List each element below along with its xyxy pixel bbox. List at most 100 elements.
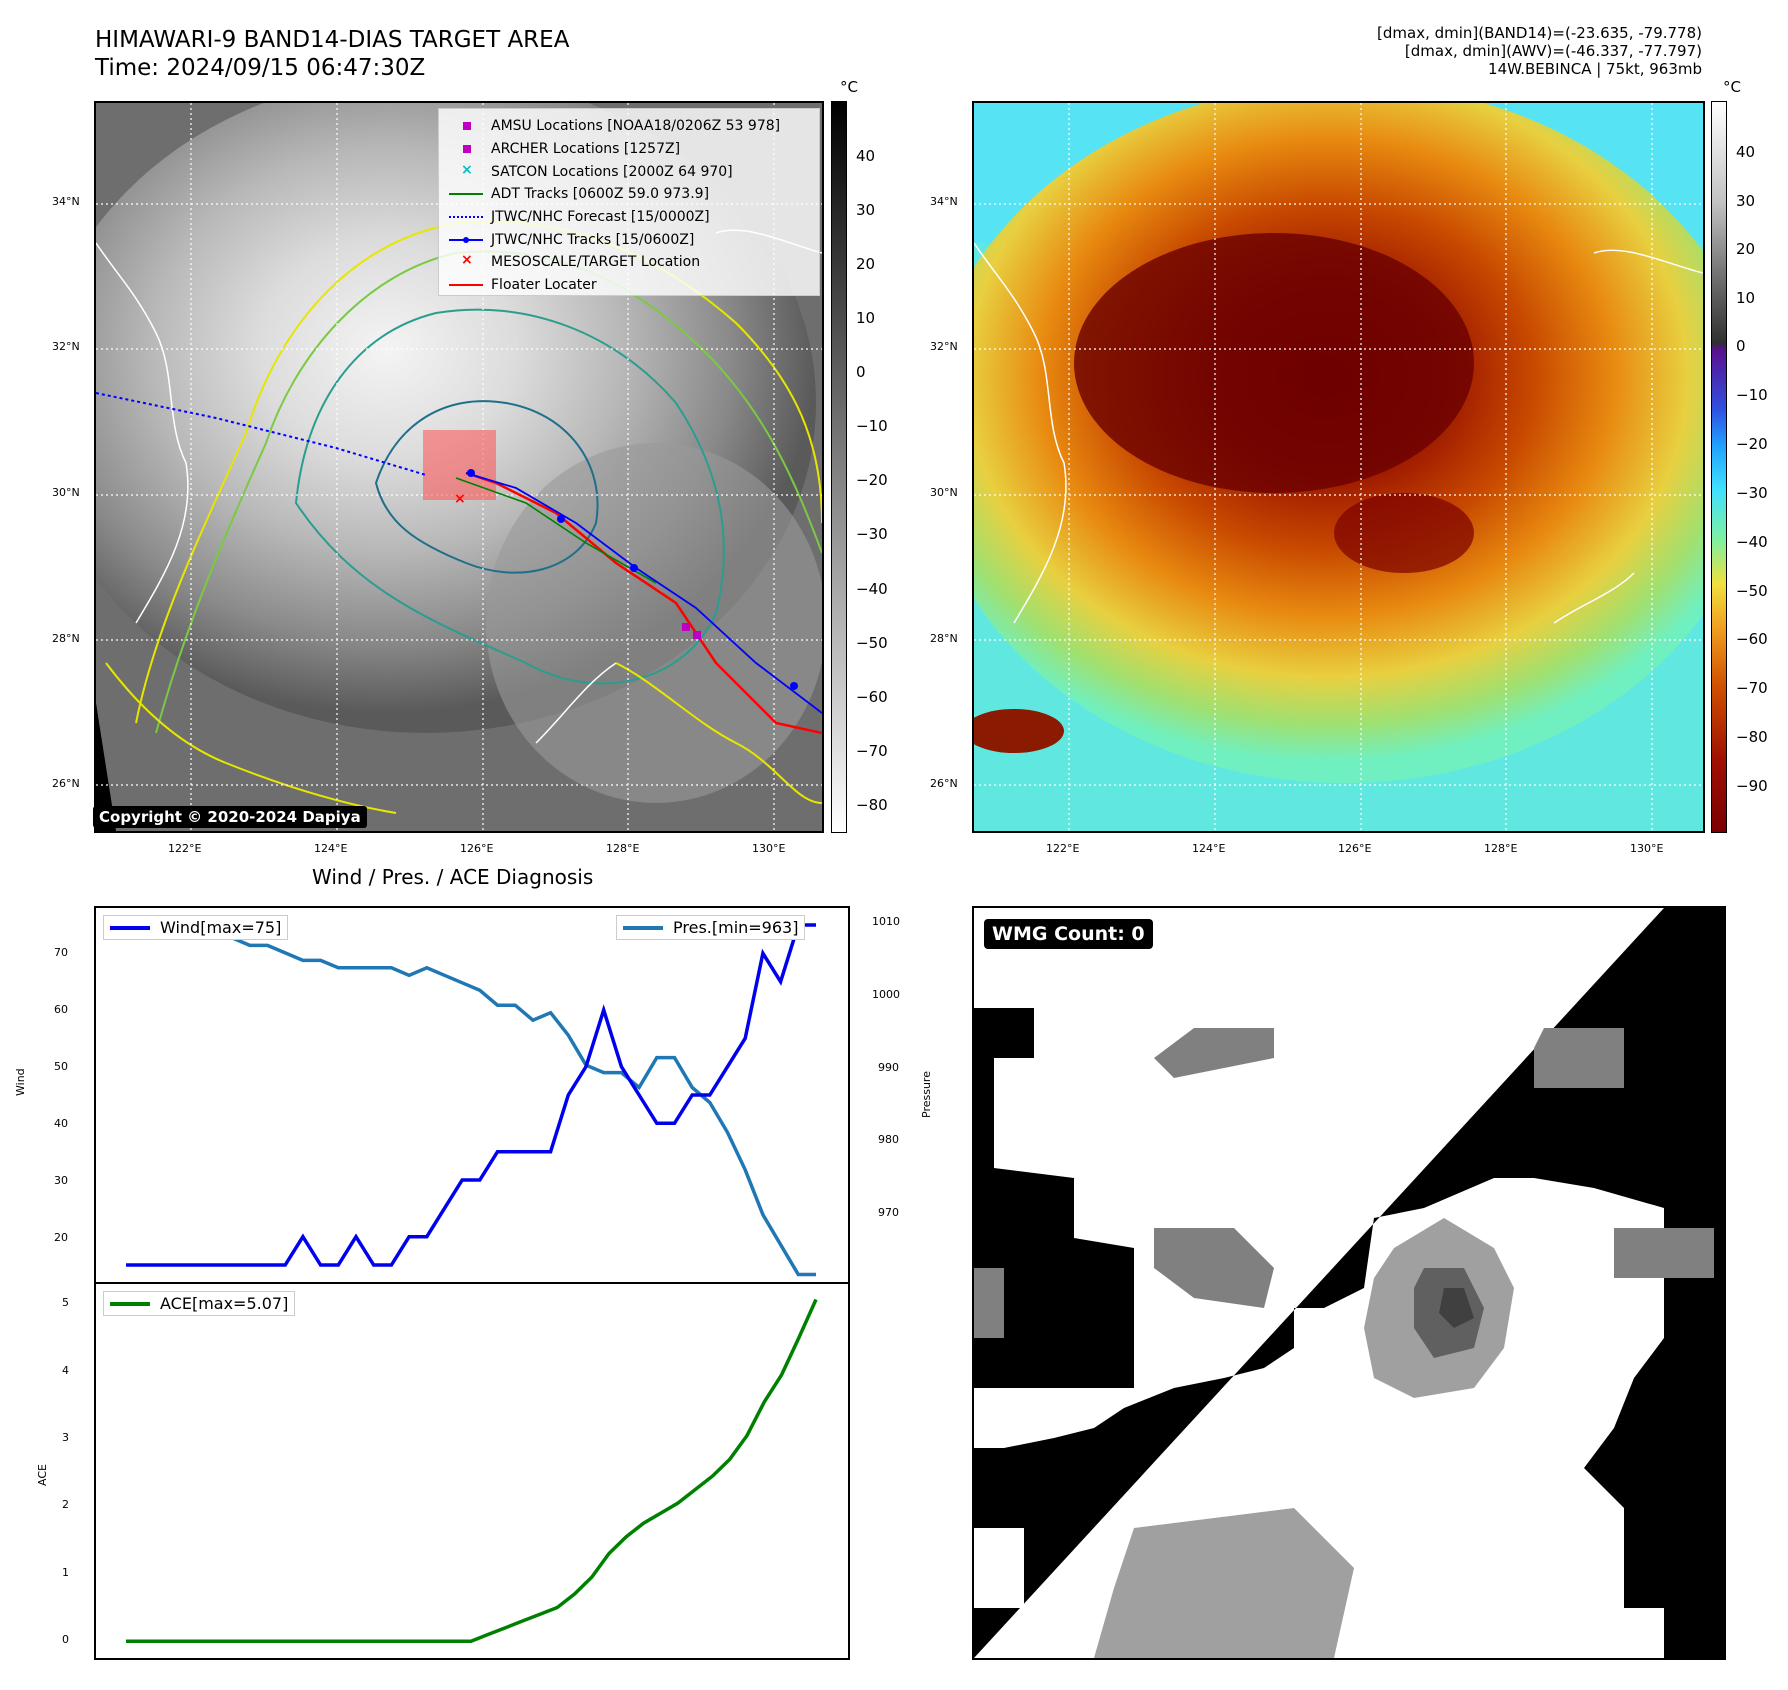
info-line-1: [dmax, dmin](BAND14)=(-23.635, -79.778) — [1377, 24, 1702, 42]
cb-left-tick: −40 — [856, 580, 888, 598]
pressure-tick: 990 — [878, 1061, 899, 1074]
ace-tick: 4 — [62, 1364, 69, 1377]
title-line-2: Time: 2024/09/15 06:47:30Z — [95, 55, 426, 81]
wind-tick: 20 — [54, 1231, 68, 1244]
ace-legend-label: ACE[max=5.07] — [160, 1294, 289, 1313]
cb-left-tick: −60 — [856, 688, 888, 706]
cb-left-tick: −80 — [856, 796, 888, 814]
lat-label-2: 30°N — [52, 486, 80, 499]
lat-label-3: 28°N — [52, 632, 80, 645]
ace-plot — [126, 1298, 818, 1643]
lat-label-r3: 28°N — [930, 632, 958, 645]
cb-right-tick: −90 — [1736, 777, 1768, 795]
wind-legend-swatch — [110, 925, 150, 930]
ace-tick: 3 — [62, 1431, 69, 1444]
pressure-tick: 1010 — [872, 915, 900, 928]
legend-item-adt: ADT Tracks [0600Z 59.0 973.9] — [447, 183, 811, 206]
cb-right-tick: 30 — [1736, 192, 1756, 210]
copyright-badge: Copyright © 2020-2024 Dapiya — [93, 806, 367, 828]
lon-label-1: 124°E — [314, 842, 348, 855]
lon-label-2: 126°E — [460, 842, 494, 855]
info-line-2: [dmax, dmin](AWV)=(-46.337, -77.797) — [1404, 42, 1702, 60]
lon-label-0: 122°E — [168, 842, 202, 855]
pressure-legend: Pres.[min=963] — [616, 915, 806, 940]
ace-panel — [94, 1282, 850, 1660]
legend-label: SATCON Locations [2000Z 64 970] — [491, 163, 733, 180]
ace-tick: 5 — [62, 1296, 69, 1309]
cb-right-tick: 40 — [1736, 143, 1756, 161]
cb-left-tick: −10 — [856, 417, 888, 435]
diagnosis-title: Wind / Pres. / ACE Diagnosis — [312, 865, 594, 889]
legend-item-amsu: AMSU Locations [NOAA18/0206Z 53 978] — [447, 115, 811, 138]
legend-label: AMSU Locations [NOAA18/0206Z 53 978] — [491, 118, 781, 135]
wind-series-line — [126, 923, 816, 1267]
pressure-tick: 980 — [878, 1133, 899, 1146]
ace-series-line — [126, 1298, 818, 1643]
cb-right-tick: −60 — [1736, 630, 1768, 648]
cb-right-tick: −40 — [1736, 533, 1768, 551]
wind-tick: 50 — [54, 1060, 68, 1073]
pressure-legend-swatch — [623, 925, 663, 930]
pressure-axis-label: Pressure — [920, 1071, 933, 1118]
wind-tick: 40 — [54, 1117, 68, 1130]
legend-label: JTWC/NHC Forecast [15/0000Z] — [491, 209, 710, 226]
lat-label-r2: 30°N — [930, 486, 958, 499]
map-legend: AMSU Locations [NOAA18/0206Z 53 978] ARC… — [438, 108, 820, 296]
cb-right-tick: 10 — [1736, 289, 1756, 307]
pressure-series-line — [125, 928, 816, 1277]
wind-tick: 30 — [54, 1174, 68, 1187]
awv-map-image — [974, 103, 1703, 831]
wmg-count-badge: WMG Count: 0 — [984, 919, 1153, 949]
wind-tick: 70 — [54, 946, 68, 959]
pressure-tick: 1000 — [872, 988, 900, 1001]
legend-item-forecast: JTWC/NHC Forecast [15/0000Z] — [447, 206, 811, 229]
wind-pressure-plot — [125, 923, 816, 1277]
lat-label-r4: 26°N — [930, 777, 958, 790]
info-line-3: 14W.BEBINCA | 75kt, 963mb — [1488, 60, 1702, 78]
lat-label-0: 34°N — [52, 195, 80, 208]
lon-label-4: 130°E — [752, 842, 786, 855]
cb-right-tick: 0 — [1736, 337, 1746, 355]
pressure-tick: 970 — [878, 1206, 899, 1219]
lon-label-r0: 122°E — [1046, 842, 1080, 855]
legend-label: MESOSCALE/TARGET Location — [491, 254, 701, 271]
colorbar-right — [1711, 101, 1727, 833]
ace-axis-label: ACE — [36, 1464, 49, 1486]
awv-map-panel — [972, 101, 1705, 833]
ace-tick: 0 — [62, 1633, 69, 1646]
cb-left-tick: −30 — [856, 525, 888, 543]
cb-right-tick: −20 — [1736, 435, 1768, 453]
legend-label: JTWC/NHC Tracks [15/0600Z] — [491, 231, 695, 248]
lat-label-r0: 34°N — [930, 195, 958, 208]
cb-left-tick: −50 — [856, 634, 888, 652]
wind-legend-label: Wind[max=75] — [160, 918, 282, 937]
lon-label-3: 128°E — [606, 842, 640, 855]
legend-item-satcon: × SATCON Locations [2000Z 64 970] — [461, 161, 733, 180]
legend-item-floater: Floater Locater — [447, 274, 811, 297]
cb-left-tick: 20 — [856, 255, 876, 273]
cb-right-tick: −10 — [1736, 386, 1768, 404]
svg-text:×: × — [454, 491, 466, 507]
wind-tick: 60 — [54, 1003, 68, 1016]
wind-pressure-panel — [94, 906, 850, 1284]
ace-tick: 1 — [62, 1566, 69, 1579]
wmg-panel — [972, 906, 1726, 1660]
ace-legend-swatch — [110, 1301, 150, 1306]
wmg-image — [974, 908, 1724, 1658]
lon-label-r3: 128°E — [1484, 842, 1518, 855]
cb-left-tick: −20 — [856, 471, 888, 489]
colorbar-left — [831, 101, 847, 833]
cb-right-tick: −50 — [1736, 582, 1768, 600]
cb-right-tick: −70 — [1736, 679, 1768, 697]
lon-label-r4: 130°E — [1630, 842, 1664, 855]
figure-title: HIMAWARI-9 BAND14-DIAS TARGET AREA Time: … — [95, 26, 569, 82]
cb-left-tick: 0 — [856, 363, 866, 381]
ace-tick: 2 — [62, 1498, 69, 1511]
ace-legend: ACE[max=5.07] — [103, 1291, 296, 1316]
cb-left-tick: −70 — [856, 742, 888, 760]
cb-right-tick: −30 — [1736, 484, 1768, 502]
legend-label: ARCHER Locations [1257Z] — [491, 141, 681, 158]
cb-left-tick: 10 — [856, 309, 876, 327]
lon-label-r2: 126°E — [1338, 842, 1372, 855]
title-line-1: HIMAWARI-9 BAND14-DIAS TARGET AREA — [95, 27, 570, 53]
